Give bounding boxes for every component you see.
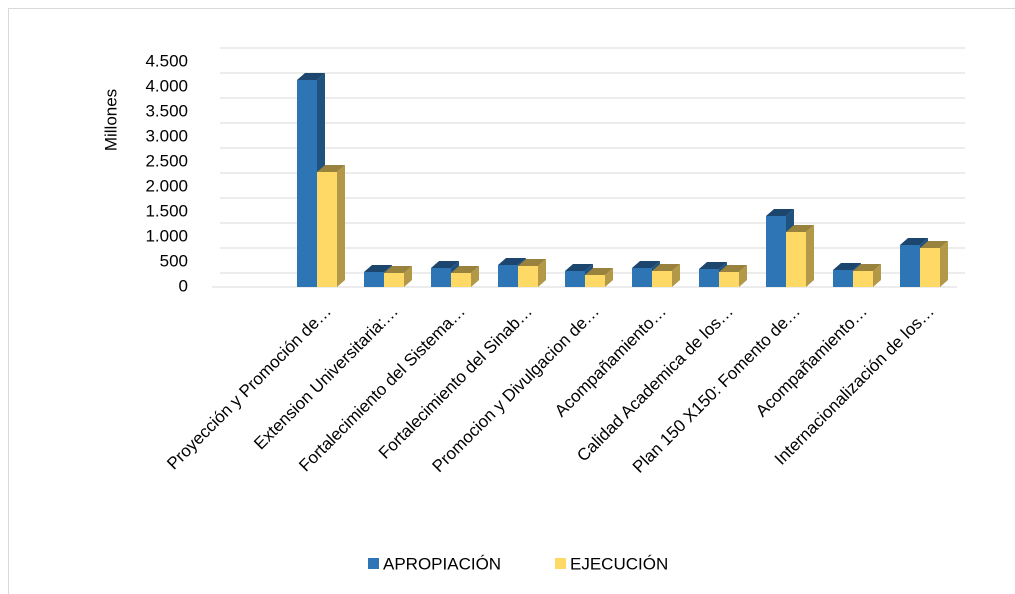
y-tick-label: 500: [160, 251, 188, 270]
bar-top: [833, 263, 861, 270]
bar-top: [853, 264, 881, 271]
x-tick-label: Acompañamiento…: [752, 302, 871, 421]
bar-front: [384, 273, 404, 287]
bar-top: [786, 225, 814, 232]
bar-front: [431, 268, 451, 287]
bar-top: [518, 259, 546, 266]
y-tick-label: 3.000: [145, 126, 188, 145]
bar: [652, 264, 680, 287]
bar-top: [652, 264, 680, 271]
legend-swatch: [555, 558, 566, 569]
bar-front: [585, 275, 605, 287]
y-tick-label: 4.000: [145, 76, 188, 95]
bar-top: [364, 265, 392, 272]
bar-side: [940, 241, 948, 287]
bar-side: [739, 265, 747, 287]
bar: [451, 266, 479, 287]
bar-front: [565, 271, 585, 287]
bar-front: [451, 273, 471, 287]
bar-front: [317, 172, 337, 287]
y-tick-label: 4.500: [145, 51, 188, 70]
y-tick-label: 2.000: [145, 176, 188, 195]
bar-top: [297, 73, 325, 80]
bar-top: [431, 261, 459, 268]
bar: [853, 264, 881, 287]
chart-frame: [8, 8, 1015, 594]
y-tick-label: 1.000: [145, 226, 188, 245]
bar-top: [498, 258, 526, 265]
bar-front: [766, 216, 786, 287]
y-axis-title: Millones: [101, 89, 120, 151]
bar-front: [699, 269, 719, 287]
bar-front: [652, 271, 672, 287]
bar-top: [900, 238, 928, 245]
bar-top: [451, 266, 479, 273]
bar-side: [672, 264, 680, 287]
bar-front: [833, 270, 853, 287]
bar-top: [766, 209, 794, 216]
x-tick-label: Acompañamiento…: [551, 302, 670, 421]
y-tick-label: 0: [179, 276, 188, 295]
y-tick-label: 1.500: [145, 201, 188, 220]
bar-side: [605, 268, 613, 287]
bar-top: [585, 268, 613, 275]
bar-top: [699, 262, 727, 269]
bar: [317, 165, 345, 287]
bar-top: [632, 261, 660, 268]
bar-top: [719, 265, 747, 272]
bar: [786, 225, 814, 287]
bar: [719, 265, 747, 287]
bar-front: [632, 268, 652, 287]
bar-front: [364, 272, 384, 287]
legend-label: APROPIACIÓN: [383, 554, 501, 573]
bar-side: [538, 259, 546, 287]
bar-front: [297, 80, 317, 287]
bar-front: [498, 265, 518, 287]
bar: [585, 268, 613, 287]
bar: [920, 241, 948, 287]
bar-front: [900, 245, 920, 287]
y-tick-label: 2.500: [145, 151, 188, 170]
legend-swatch: [368, 558, 379, 569]
bar-front: [719, 272, 739, 287]
bar: [518, 259, 546, 287]
bar-side: [337, 165, 345, 287]
legend-label: EJECUCIÓN: [570, 554, 668, 573]
bar-top: [317, 165, 345, 172]
bar: [384, 266, 412, 287]
bar-top: [384, 266, 412, 273]
y-tick-label: 3.500: [145, 101, 188, 120]
bar-front: [518, 266, 538, 287]
bar-front: [920, 248, 940, 287]
bar-side: [873, 264, 881, 287]
bar-top: [920, 241, 948, 248]
bar-side: [806, 225, 814, 287]
bar-top: [565, 264, 593, 271]
bar-front: [786, 232, 806, 287]
bar-front: [853, 271, 873, 287]
